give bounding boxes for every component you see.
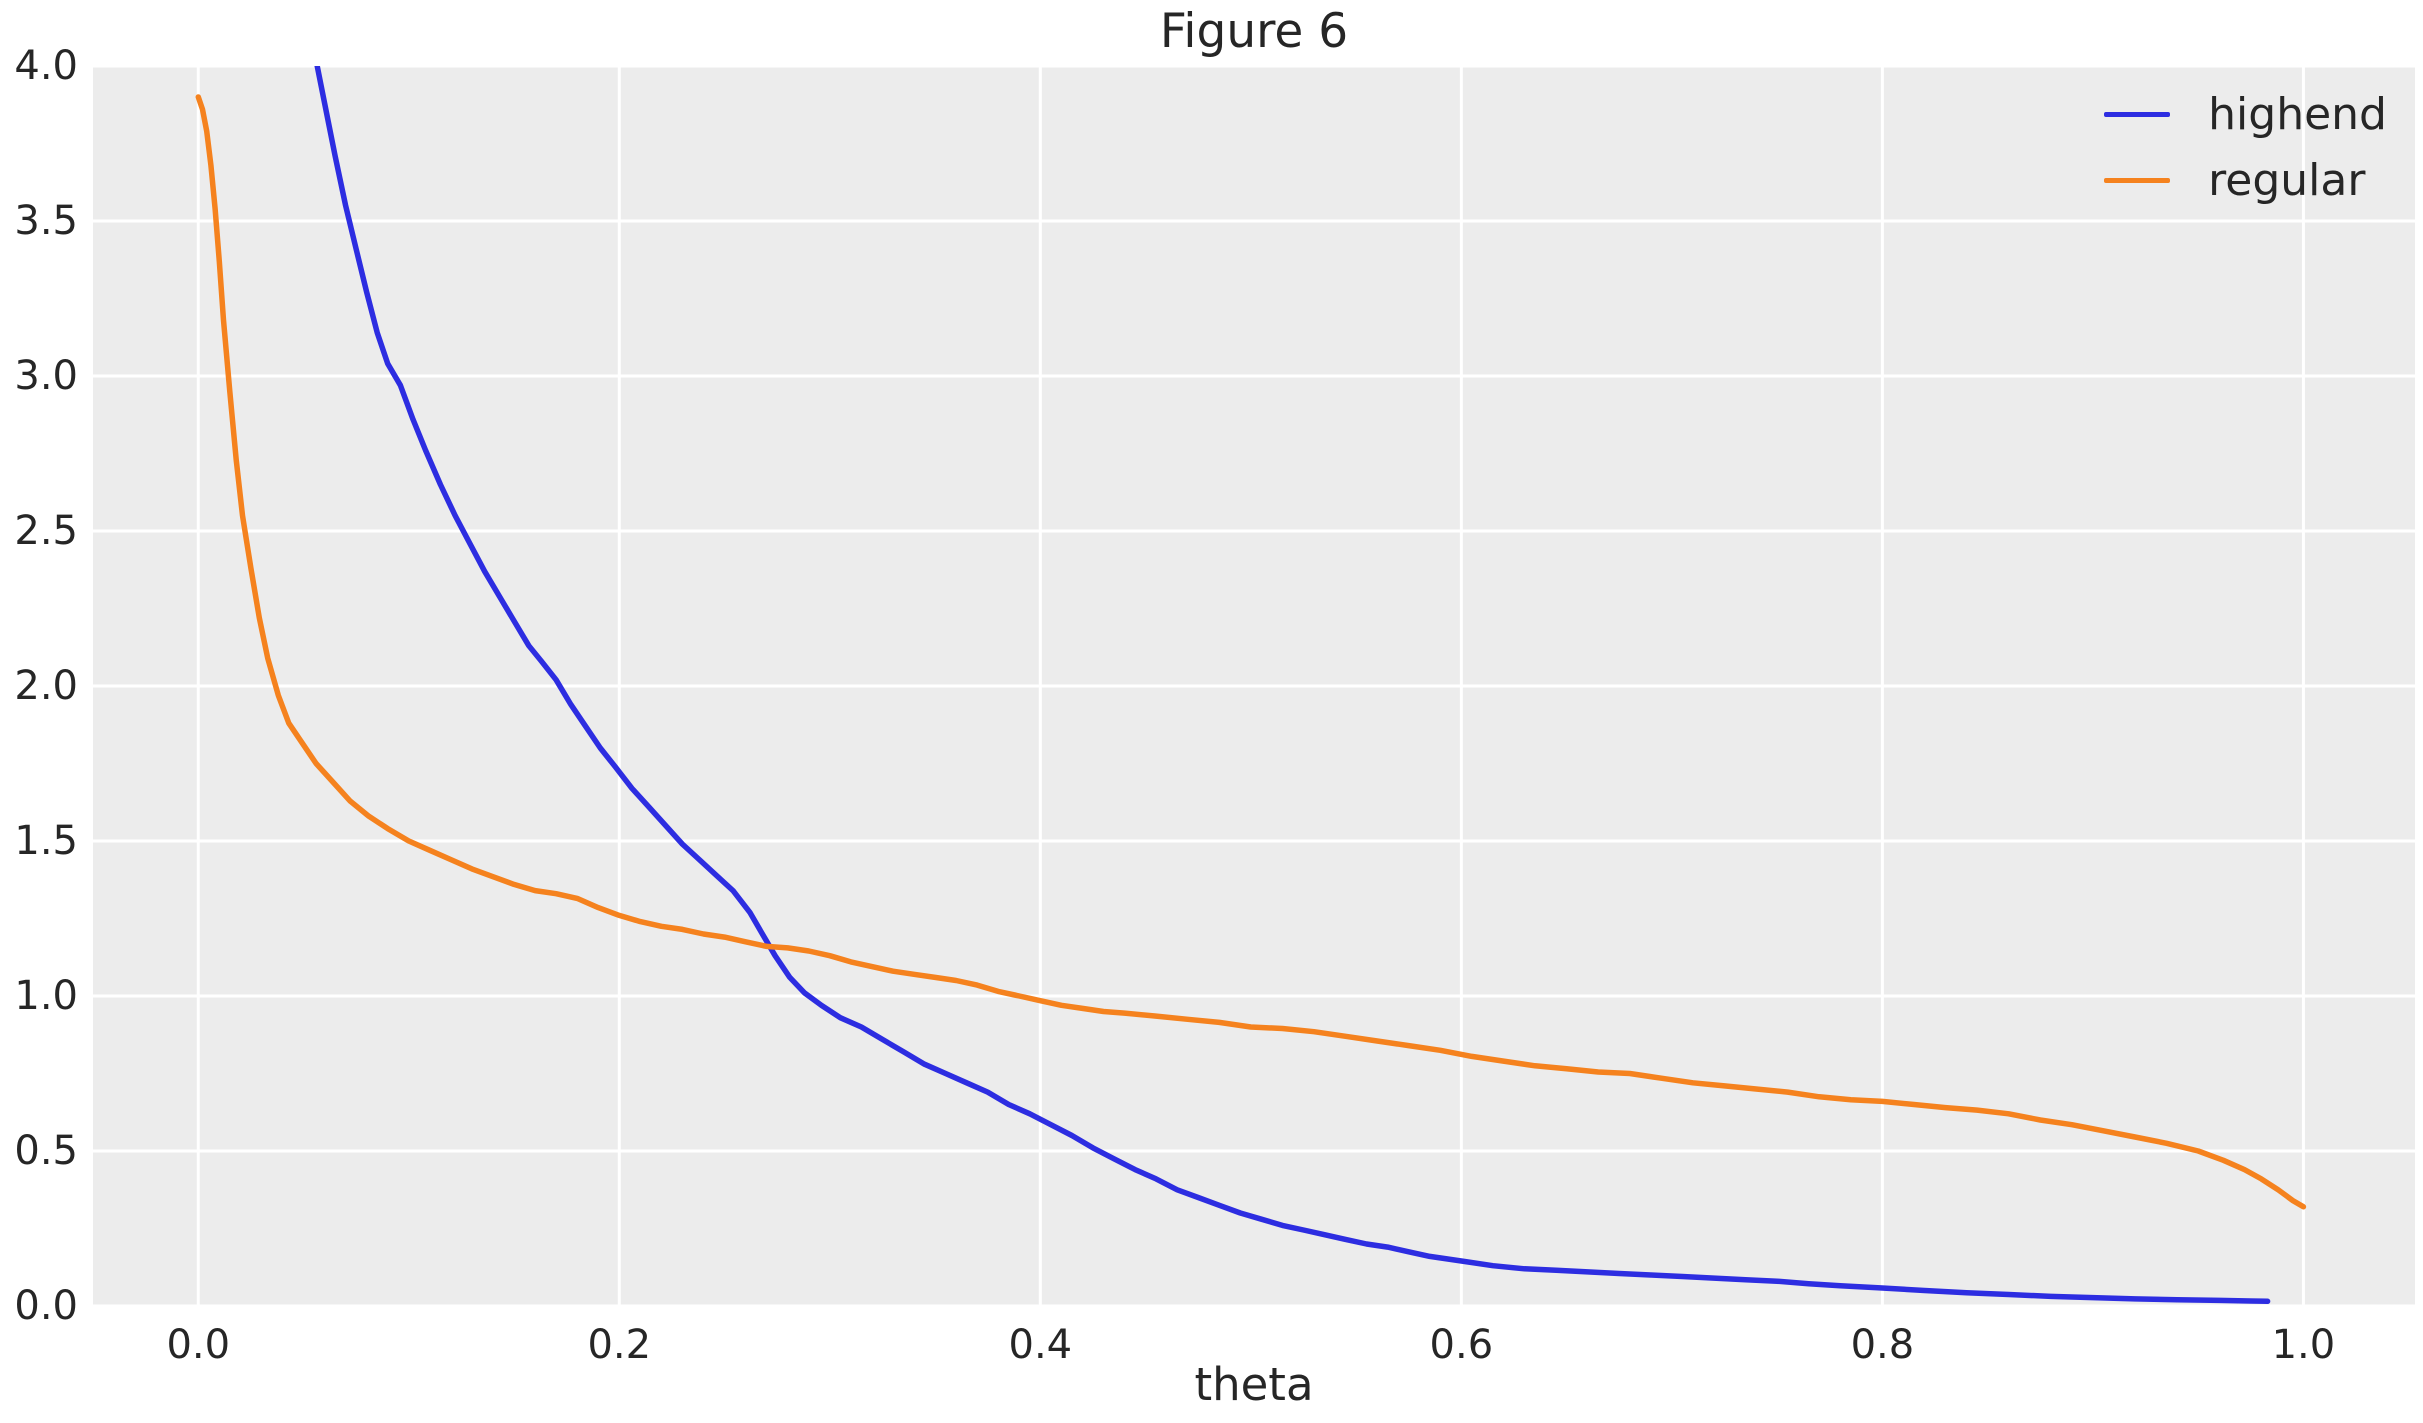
y-tick-label: 1.0	[14, 973, 78, 1019]
legend-item-highend: highend	[2104, 88, 2387, 140]
x-tick-label: 1.0	[2271, 1322, 2336, 1368]
y-tick-label: 0.0	[14, 1283, 78, 1329]
grid-lines	[93, 64, 2415, 1308]
x-tick-label: 0.6	[1429, 1322, 1494, 1368]
y-tick-label: 1.5	[14, 818, 78, 864]
x-tick-label: 0.4	[1008, 1322, 1073, 1368]
y-tick-label: 3.0	[14, 353, 78, 399]
legend-item-regular: regular	[2104, 154, 2387, 206]
y-tick-label: 0.5	[14, 1128, 78, 1174]
y-tick-label: 2.5	[14, 508, 78, 554]
legend-line-highend	[2104, 111, 2171, 117]
legend-label-highend: highend	[2208, 88, 2387, 140]
series-regular-line	[195, 94, 2307, 1210]
y-tick-label: 4.0	[14, 43, 78, 89]
x-tick-label: 0.2	[587, 1322, 652, 1368]
x-axis-label: theta	[1194, 1358, 1314, 1411]
legend: highend regular	[2104, 88, 2387, 206]
x-tick-label: 0.8	[1850, 1322, 1915, 1368]
legend-line-regular	[2104, 177, 2171, 183]
y-tick-label: 3.5	[14, 198, 78, 244]
series-highend-line	[314, 66, 2271, 1305]
series-lines	[195, 66, 2307, 1305]
y-tick-label: 2.0	[14, 663, 78, 709]
x-tick-label: 0.0	[166, 1322, 231, 1368]
legend-label-regular: regular	[2208, 154, 2366, 206]
chart-title: Figure 6	[1159, 4, 1349, 59]
